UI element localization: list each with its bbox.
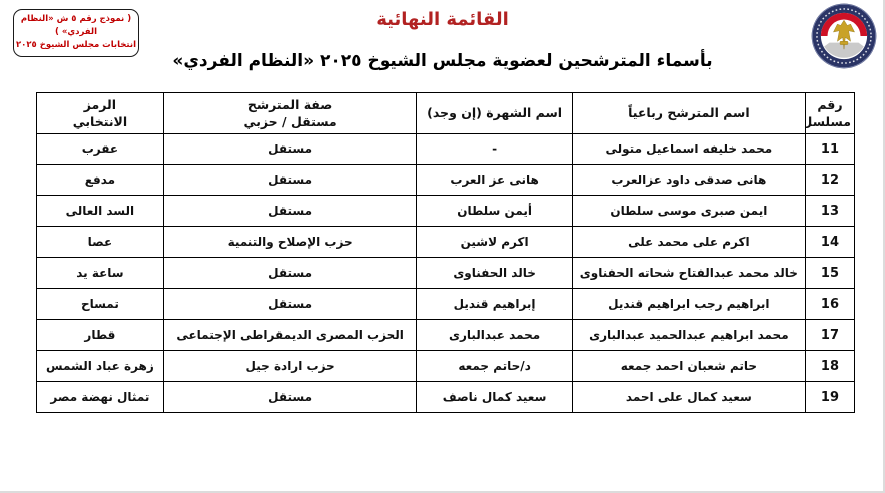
header-candidate-name: اسم المترشح رباعياً — [571, 92, 806, 134]
serial-cell: 14 — [804, 226, 856, 258]
candidate-name-cell: محمد خليفه اسماعيل متولى — [571, 133, 806, 165]
candidates-table-container: رقم مسلسل اسم المترشح رباعياً اسم الشهرة… — [36, 92, 856, 413]
candidate-name-cell: هانى صدقى داود عزالعرب — [571, 164, 806, 196]
candidate-name-cell: خالد محمد عبدالفتاح شحاته الحفناوى — [571, 257, 806, 289]
table-row: 18 حاتم شعبان احمد جمعه د/حاتم جمعه حزب ارا… — [36, 350, 856, 382]
serial-cell: 11 — [804, 133, 856, 165]
table-row: 15 خالد محمد عبدالفتاح شحاته الحفناوى خالد… — [36, 257, 856, 289]
serial-cell: 15 — [804, 257, 856, 289]
electoral-symbol-cell: مدفع — [36, 164, 164, 196]
serial-cell: 12 — [804, 164, 856, 196]
capacity-cell: حزب ارادة جيل — [162, 350, 418, 382]
page-title: القائمة النهائية — [376, 9, 509, 30]
candidate-name-cell: محمد ابراهيم عبدالحميد عبدالبارى — [571, 319, 806, 351]
table-row: 14 اكرم على محمد على اكرم لاشين حزب الإصلاح… — [36, 226, 856, 258]
table-row: 17 محمد ابراهيم عبدالحميد عبدالبارى محمد ع… — [36, 319, 856, 351]
serial-cell: 17 — [804, 319, 856, 351]
known-as-cell: محمد عبدالبارى — [416, 319, 573, 351]
known-as-cell: د/حاتم جمعه — [416, 350, 573, 382]
table-body: 11 محمد خليفه اسماعيل متولى - مستقل عقرب 12 ها… — [36, 133, 856, 413]
table-header-row: رقم مسلسل اسم المترشح رباعياً اسم الشهرة… — [36, 92, 856, 134]
form-number-box: ( نموذج رقم ٥ ش «النظام الفردي» ) انتخاب… — [13, 9, 139, 57]
capacity-cell: مستقل — [162, 288, 418, 320]
header-serial: رقم مسلسل — [804, 92, 856, 134]
page-subtitle: بأسماء المترشحين لعضوية مجلس الشيوخ ٢٠٢٥… — [172, 51, 713, 71]
header-electoral-symbol: الرمز الانتخابي — [36, 92, 164, 134]
known-as-cell: هانى عز العرب — [416, 164, 573, 196]
header-capacity: صفة المترشح مستقل / حزبي — [162, 92, 418, 134]
capacity-cell: الحزب المصرى الديمقراطى الإجتماعى — [162, 319, 418, 351]
known-as-cell: اكرم لاشين — [416, 226, 573, 258]
form-box-line1: ( نموذج رقم ٥ ش «النظام الفردي» ) — [20, 14, 132, 38]
electoral-symbol-cell: تمثال نهضة مصر — [36, 381, 164, 413]
candidate-name-cell: اكرم على محمد على — [571, 226, 806, 258]
electoral-symbol-cell: زهرة عباد الشمس — [36, 350, 164, 382]
capacity-cell: مستقل — [162, 164, 418, 196]
candidate-name-cell: ايمن صبرى موسى سلطان — [571, 195, 806, 227]
table-row: 11 محمد خليفه اسماعيل متولى - مستقل عقرب — [36, 133, 856, 165]
form-box-line2: انتخابات مجلس الشيوخ ٢٠٢٥ — [15, 40, 136, 51]
candidate-name-cell: سعيد كمال على احمد — [571, 381, 806, 413]
serial-cell: 16 — [804, 288, 856, 320]
electoral-symbol-cell: تمساح — [36, 288, 164, 320]
known-as-cell: إبراهيم قنديل — [416, 288, 573, 320]
serial-cell: 18 — [804, 350, 856, 382]
serial-cell: 13 — [804, 195, 856, 227]
electoral-symbol-cell: قطار — [36, 319, 164, 351]
known-as-cell: أيمن سلطان — [416, 195, 573, 227]
capacity-cell: مستقل — [162, 195, 418, 227]
capacity-cell: مستقل — [162, 381, 418, 413]
capacity-cell: مستقل — [162, 257, 418, 289]
electoral-symbol-cell: عصا — [36, 226, 164, 258]
electoral-symbol-cell: ساعة يد — [36, 257, 164, 289]
capacity-cell: مستقل — [162, 133, 418, 165]
table-row: 16 ابراهيم رجب ابراهيم قنديل إبراهيم قنديل… — [36, 288, 856, 320]
header-known-as: اسم الشهرة (إن وجد) — [416, 92, 573, 134]
table-row: 13 ايمن صبرى موسى سلطان أيمن سلطان مستقل الس… — [36, 195, 856, 227]
known-as-cell: - — [416, 133, 573, 165]
known-as-cell: خالد الحفناوى — [416, 257, 573, 289]
table-row: 12 هانى صدقى داود عزالعرب هانى عز العرب مست… — [36, 164, 856, 196]
candidate-name-cell: حاتم شعبان احمد جمعه — [571, 350, 806, 382]
capacity-cell: حزب الإصلاح والتنمية — [162, 226, 418, 258]
national-election-authority-emblem-icon — [811, 3, 877, 69]
electoral-symbol-cell: السد العالى — [36, 195, 164, 227]
candidate-name-cell: ابراهيم رجب ابراهيم قنديل — [571, 288, 806, 320]
table-row: 19 سعيد كمال على احمد سعيد كمال ناصف مستقل ت… — [36, 381, 856, 413]
candidates-table: رقم مسلسل اسم المترشح رباعياً اسم الشهرة… — [36, 92, 856, 413]
serial-cell: 19 — [804, 381, 856, 413]
electoral-symbol-cell: عقرب — [36, 133, 164, 165]
known-as-cell: سعيد كمال ناصف — [416, 381, 573, 413]
